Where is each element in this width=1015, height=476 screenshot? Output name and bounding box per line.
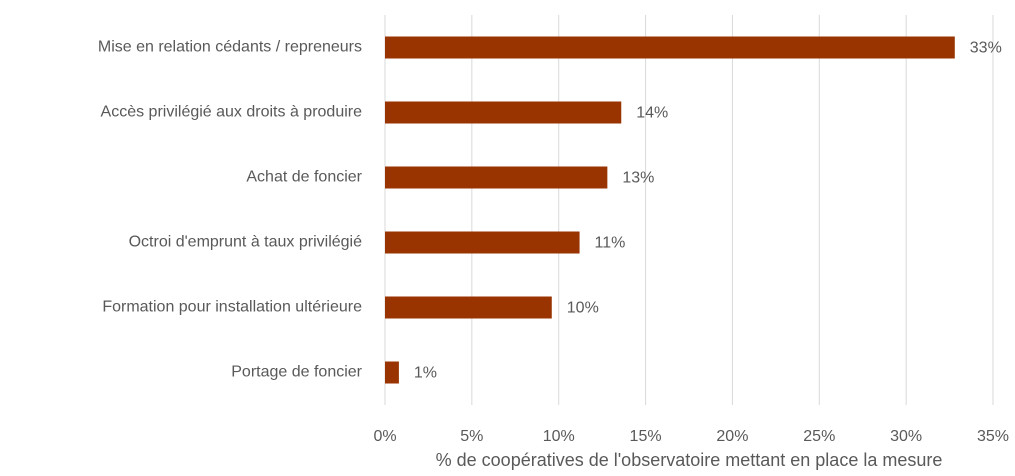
bar bbox=[385, 361, 399, 384]
x-tick-label: 20% bbox=[716, 428, 748, 445]
x-axis-title: % de coopératives de l'observatoire mett… bbox=[436, 450, 943, 470]
x-tick-label: 25% bbox=[803, 428, 835, 445]
y-tick-label: Achat de foncier bbox=[246, 169, 362, 186]
y-tick-label: Mise en relation cédants / repreneurs bbox=[98, 39, 362, 56]
data-label: 13% bbox=[622, 170, 654, 187]
bar bbox=[385, 166, 608, 189]
data-label: 33% bbox=[970, 40, 1002, 57]
y-tick-label: Accès privilégié aux droits à produire bbox=[101, 104, 363, 121]
x-tick-label: 5% bbox=[460, 428, 483, 445]
x-tick-label: 0% bbox=[373, 428, 396, 445]
x-tick-label: 10% bbox=[543, 428, 575, 445]
bar bbox=[385, 101, 622, 124]
bar bbox=[385, 36, 955, 59]
data-label: 1% bbox=[414, 365, 437, 382]
y-tick-label: Portage de foncier bbox=[231, 364, 362, 381]
bar bbox=[385, 231, 580, 254]
data-label: 14% bbox=[636, 105, 668, 122]
x-tick-label: 15% bbox=[630, 428, 662, 445]
x-tick-label: 30% bbox=[890, 428, 922, 445]
data-label: 10% bbox=[567, 300, 599, 317]
x-tick-label: 35% bbox=[977, 428, 1009, 445]
y-tick-label: Formation pour installation ultérieure bbox=[102, 299, 362, 316]
data-label: 11% bbox=[595, 235, 626, 252]
y-tick-label: Octroi d'emprunt à taux privilégié bbox=[129, 234, 362, 251]
bar bbox=[385, 296, 552, 319]
